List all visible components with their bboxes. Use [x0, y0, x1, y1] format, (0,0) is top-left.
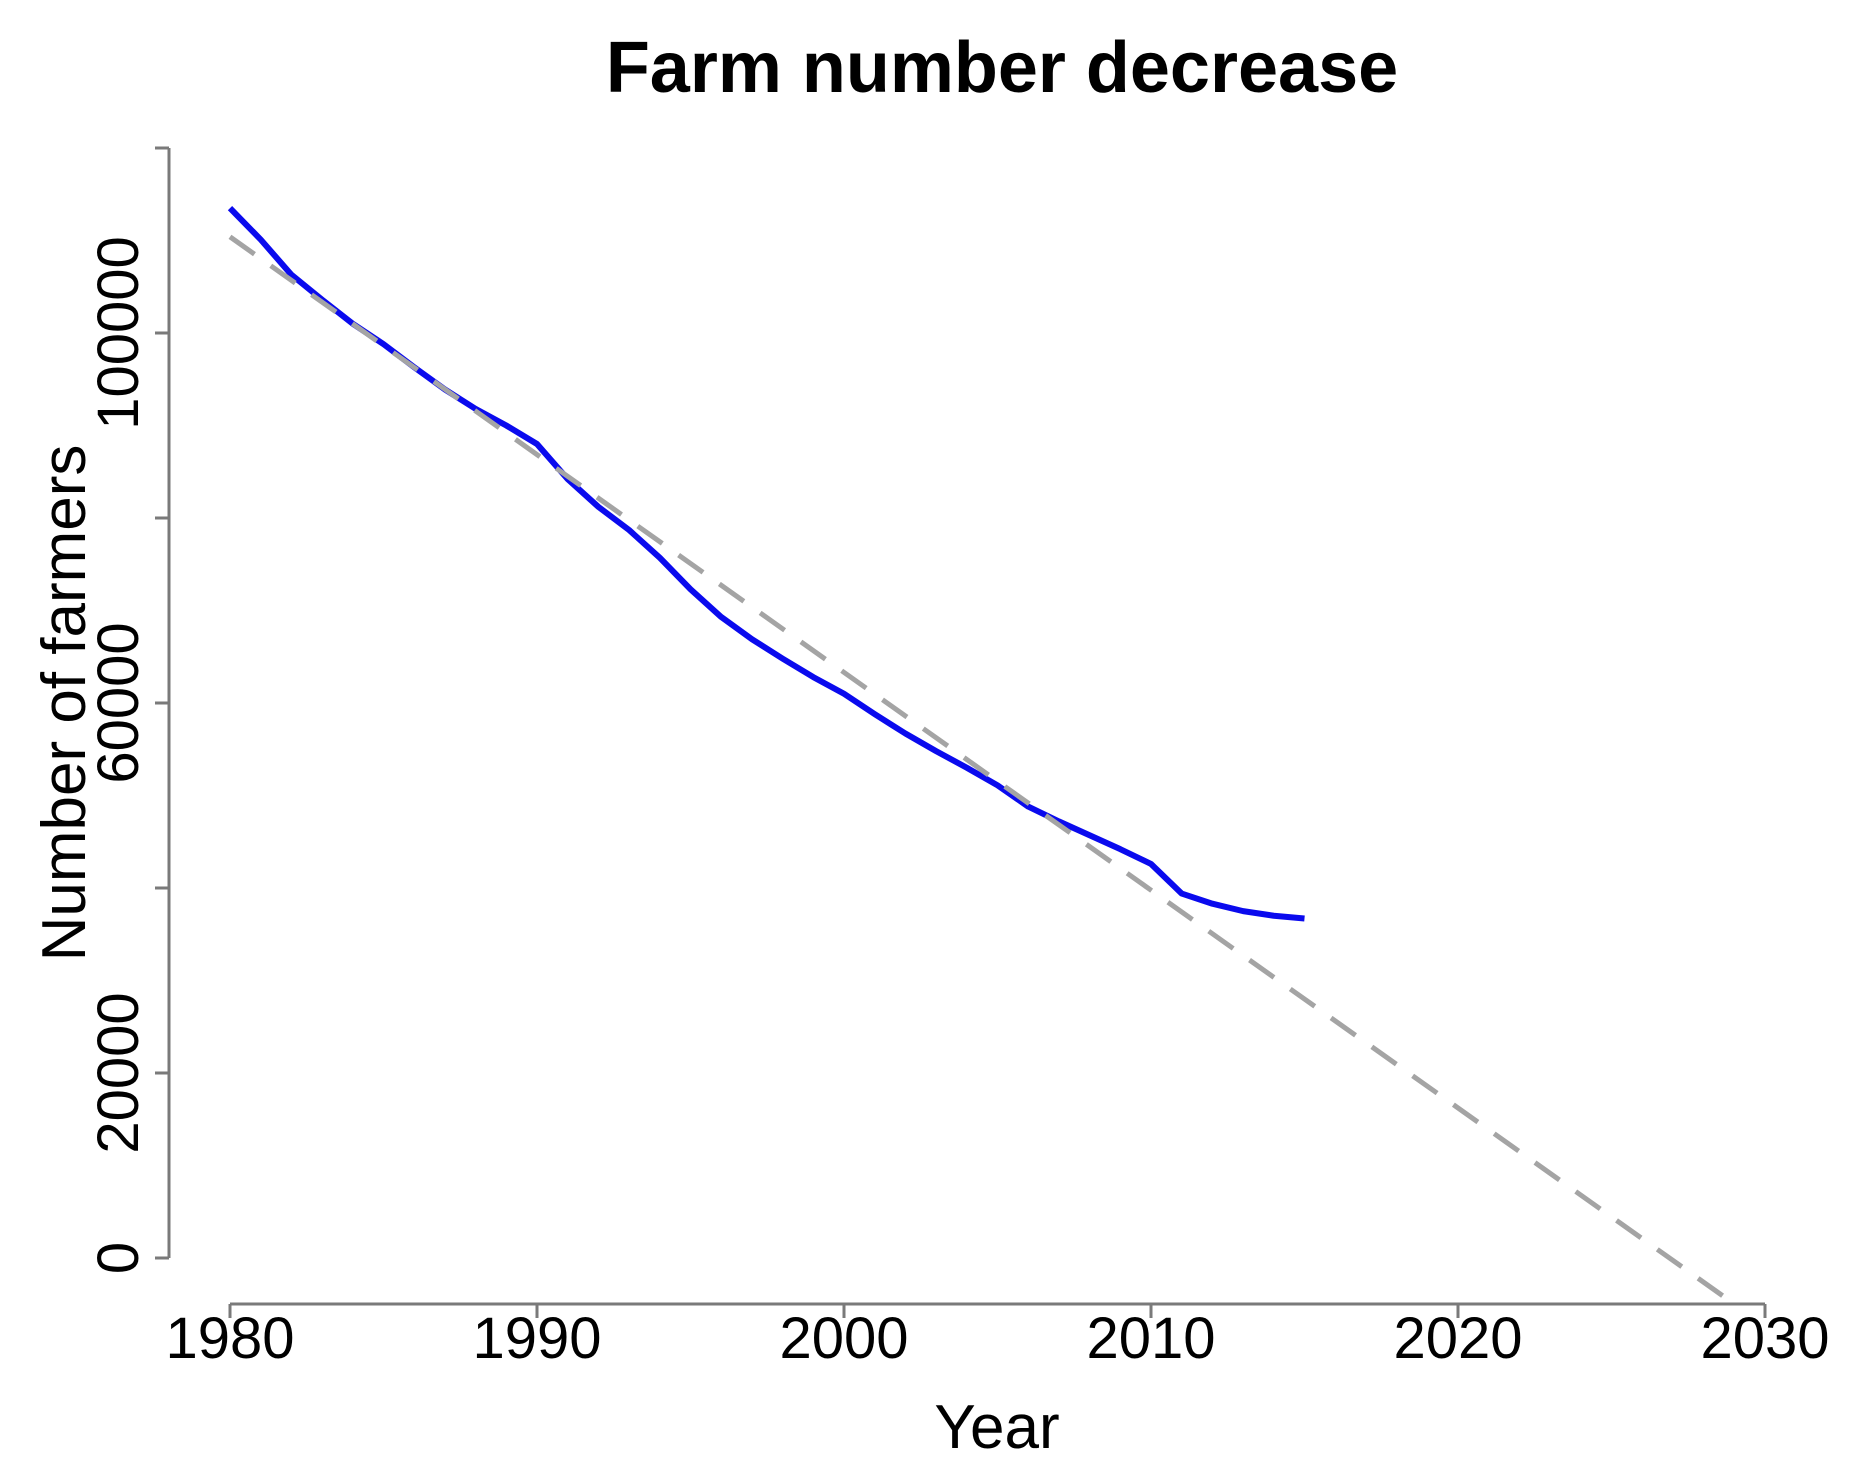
chart-title: Farm number decrease	[606, 28, 1398, 108]
y-tick-label: 0	[86, 1242, 151, 1274]
x-tick-label: 2000	[779, 1306, 908, 1371]
x-tick-label: 2020	[1393, 1306, 1522, 1371]
farmers-actual-line	[227, 206, 1305, 922]
y-tick-label: 60000	[86, 622, 151, 783]
y-axis: 0 20000 60000 100000	[86, 146, 171, 1274]
x-tick-label: 2010	[1086, 1306, 1215, 1371]
x-axis: 1980 1990 2000 2010 2020 2030	[165, 1302, 1830, 1371]
x-tick-label: 1980	[165, 1306, 294, 1371]
y-tick-label: 20000	[86, 992, 151, 1153]
series-layer	[227, 206, 1730, 1302]
x-tick-label: 2030	[1700, 1306, 1829, 1371]
x-axis-title: Year	[934, 1393, 1059, 1462]
linear-trend-line	[228, 234, 1730, 1302]
y-axis-title: Number of farmers	[30, 445, 99, 962]
x-tick-label: 1990	[472, 1306, 601, 1371]
y-tick-label: 100000	[86, 236, 151, 430]
